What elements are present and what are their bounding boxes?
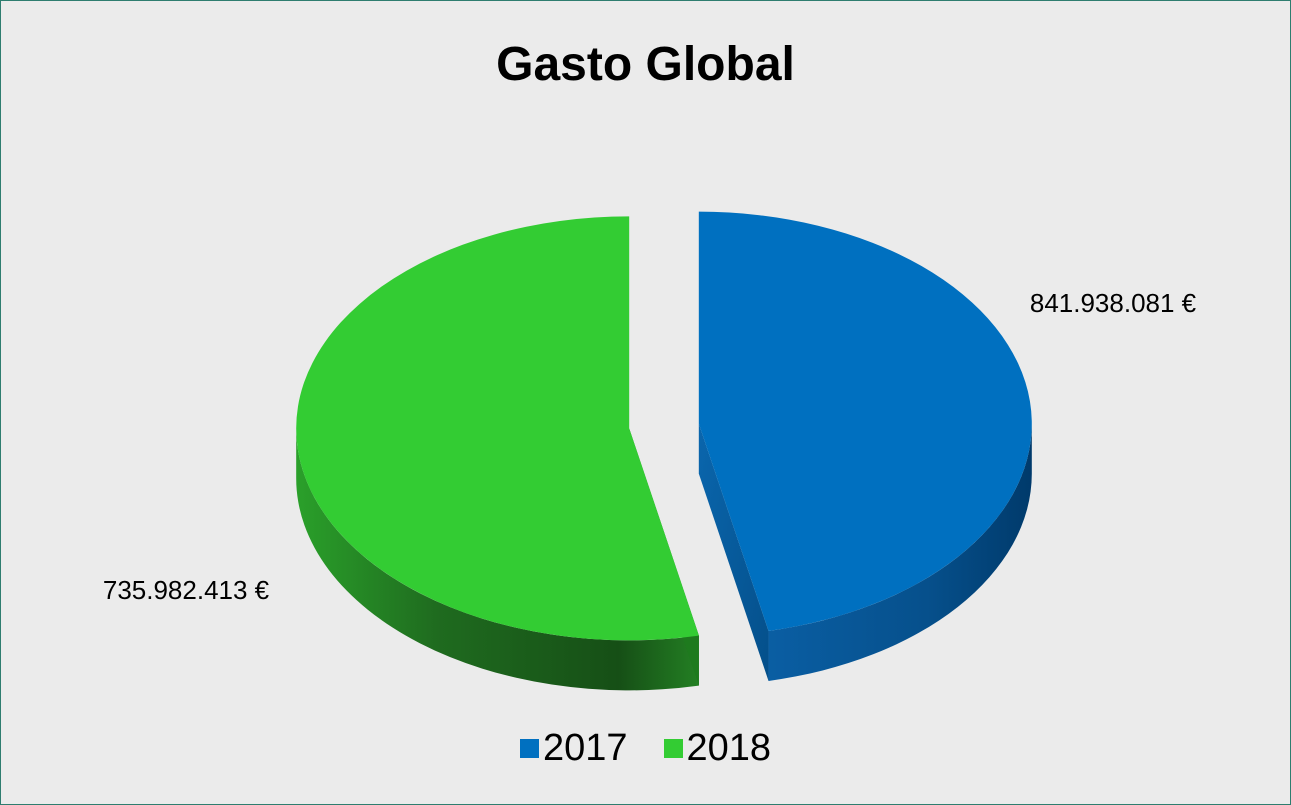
data-label-2017: 735.982.413 €: [103, 575, 270, 605]
legend-item-2017: 2017: [519, 727, 628, 770]
chart-title: Gasto Global: [496, 38, 795, 91]
pie-slice-2018-top: [296, 216, 699, 641]
legend-swatch-2017: [519, 739, 539, 758]
legend: 2017 2018: [1, 727, 1290, 770]
pie-slice-2017-side-0: [768, 423, 1032, 681]
pie-slice-2017-top: [698, 211, 1032, 631]
legend-item-2018: 2018: [663, 727, 772, 770]
pie-slice-2017-cut-1: [698, 423, 769, 681]
data-label-2018: 841.938.081 €: [1030, 288, 1197, 318]
pie-slice-2018-side-0: [296, 428, 699, 691]
legend-label-2017: 2017: [542, 727, 628, 769]
legend-swatch-2018: [663, 739, 683, 758]
legend-label-2018: 2018: [686, 727, 772, 769]
